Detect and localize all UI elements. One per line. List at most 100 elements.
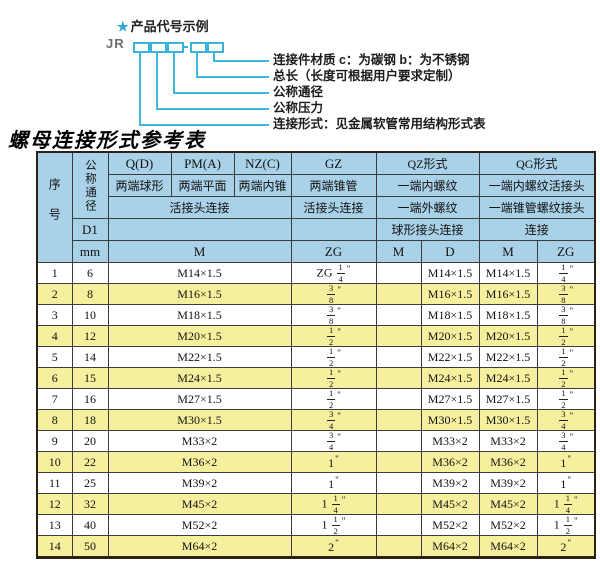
cell-qz-d: M39×2 [420, 472, 480, 494]
connector-line [213, 60, 269, 62]
cell-dn: 25 [71, 472, 109, 494]
cell-serial: 7 [36, 388, 73, 410]
cell-gz-zg: 1 1 2 " [290, 514, 377, 536]
cell-serial: 1 [36, 262, 73, 284]
cell-qz-m [375, 493, 422, 515]
table-row: 2 8 M16×1.5 3 8 " M16×1.5 M16×1.5 3 8 " [36, 283, 596, 305]
cell-qz-d: M20×1.5 [420, 325, 480, 347]
cell-dn: 12 [71, 325, 109, 347]
cell-qz-d: M16×1.5 [420, 283, 480, 305]
table-row: 6 15 M24×1.5 1 2 " M24×1.5 M24×1.5 1 2 " [36, 367, 596, 389]
empty-cell [107, 218, 292, 241]
header-conn-union: 活接头连接 [107, 196, 292, 219]
code-box-4 [190, 42, 207, 53]
cell-serial: 8 [36, 409, 73, 431]
connector-line [213, 51, 215, 60]
cell-gz-zg: 1 2 " [290, 325, 377, 347]
cell-dn: 16 [71, 388, 109, 410]
connector-line [156, 108, 269, 110]
header-col-pm: PM(A) [170, 151, 235, 175]
table-title: 螺母连接形式参考表 [8, 128, 206, 152]
cell-m: M24×1.5 [107, 367, 292, 389]
header-sub-qz: 一端内螺纹 [375, 174, 480, 197]
cell-qz-m [375, 325, 422, 347]
table-row: 7 16 M27×1.5 1 2 " M27×1.5 M27×1.5 1 2 " [36, 388, 596, 410]
header-m-main: M [107, 240, 292, 263]
cell-gz-zg: 1" [290, 451, 377, 473]
cell-qg-zg: 1 2 " [536, 388, 596, 410]
connector-line [196, 76, 269, 78]
cell-m: M36×2 [107, 451, 292, 473]
header-d-qz: D [420, 240, 480, 263]
table-row: 1 6 M14×1.5 ZG 1 4 " M14×1.5 M14×1.5 1 4 " [36, 262, 596, 284]
cell-qz-m [375, 472, 422, 494]
cell-gz-zg: 3 8 " [290, 304, 377, 326]
cell-qz-d: M45×2 [420, 493, 480, 515]
cell-m: M52×2 [107, 514, 292, 536]
cell-qz-d: M18×1.5 [420, 304, 480, 326]
cell-gz-zg: 1" [290, 472, 377, 494]
cell-qg-m: M45×2 [478, 493, 538, 515]
connector-line [156, 51, 158, 108]
cell-qg-m: M24×1.5 [478, 367, 538, 389]
connector-line [139, 51, 141, 124]
cell-dn: 8 [71, 283, 109, 305]
cell-qz-d: M30×1.5 [420, 409, 480, 431]
cell-qg-m: M18×1.5 [478, 304, 538, 326]
cell-qz-d: M33×2 [420, 430, 480, 452]
cell-gz-zg: 1 2 " [290, 367, 377, 389]
cell-qg-m: M39×2 [478, 472, 538, 494]
cell-qz-m [375, 451, 422, 473]
header-sub-gz: 两端锥管 [290, 174, 377, 197]
header-col-nz: NZ(C) [233, 151, 292, 175]
header-col-qg: QG形式 [478, 151, 596, 175]
cell-gz-zg: 3 4 " [290, 430, 377, 452]
code-box-1 [133, 42, 150, 53]
cell-qz-d: M64×2 [420, 535, 480, 558]
cell-qz-m [375, 262, 422, 284]
cell-qg-zg: 3 4 " [536, 430, 596, 452]
header-sub2-qg: 一端锥管螺纹接头 [478, 196, 596, 219]
cell-gz-zg: 3 4 " [290, 409, 377, 431]
cell-qz-m [375, 388, 422, 410]
star-icon: ★ [117, 19, 129, 34]
cell-qg-zg: 1" [536, 472, 596, 494]
cell-serial: 13 [36, 514, 73, 536]
table-row: 12 32 M45×2 1 1 4 " M45×2 M45×2 1 1 4 " [36, 493, 596, 515]
cell-serial: 4 [36, 325, 73, 347]
cell-m: M20×1.5 [107, 325, 292, 347]
connector-line [173, 51, 175, 92]
cell-m: M33×2 [107, 430, 292, 452]
table-row: 3 10 M18×1.5 3 8 " M18×1.5 M18×1.5 3 8 " [36, 304, 596, 326]
cell-m: M64×2 [107, 535, 292, 558]
cell-qg-zg: 1 2 " [536, 346, 596, 368]
cell-qg-m: M33×2 [478, 430, 538, 452]
cell-dn: 50 [71, 535, 109, 558]
cell-qg-m: M64×2 [478, 535, 538, 558]
table-header: 序号 公称通径 Q(D) PM(A) NZ(C) GZ QZ形式 QG形式 两端… [36, 151, 596, 263]
table-row: 8 18 M30×1.5 3 4 " M30×1.5 M30×1.5 3 4 " [36, 409, 596, 431]
header-sub-q: 两端球形 [107, 174, 172, 197]
header-dn: 公称通径 [71, 151, 109, 219]
table-row: 9 20 M33×2 3 4 " M33×2 M33×2 3 4 " [36, 430, 596, 452]
cell-qg-zg: 3 4 " [536, 409, 596, 431]
cell-serial: 10 [36, 451, 73, 473]
connector-line [139, 124, 269, 126]
connector-line [196, 51, 198, 76]
label-length: 总长（长度可根据用户要求定制） [273, 69, 461, 83]
cell-dn: 15 [71, 367, 109, 389]
label-material: 连接件材质 c：为碳钢 b：为不锈钢 [273, 53, 470, 67]
cell-qg-zg: 1 2 " [536, 325, 596, 347]
cell-qz-m [375, 304, 422, 326]
cell-serial: 14 [36, 535, 73, 558]
cell-dn: 22 [71, 451, 109, 473]
cell-m: M16×1.5 [107, 283, 292, 305]
table-body: 1 6 M14×1.5 ZG 1 4 " M14×1.5 M14×1.5 1 4 " 2 8 M16×1.… [36, 262, 596, 558]
diagram-heading: ★ 产品代号示例 [117, 16, 209, 35]
header-d1: D1 [71, 218, 109, 241]
cell-serial: 12 [36, 493, 73, 515]
header-col-qz: QZ形式 [375, 151, 480, 175]
cell-m: M27×1.5 [107, 388, 292, 410]
cell-qz-d: M14×1.5 [420, 262, 480, 284]
cell-qz-d: M52×2 [420, 514, 480, 536]
